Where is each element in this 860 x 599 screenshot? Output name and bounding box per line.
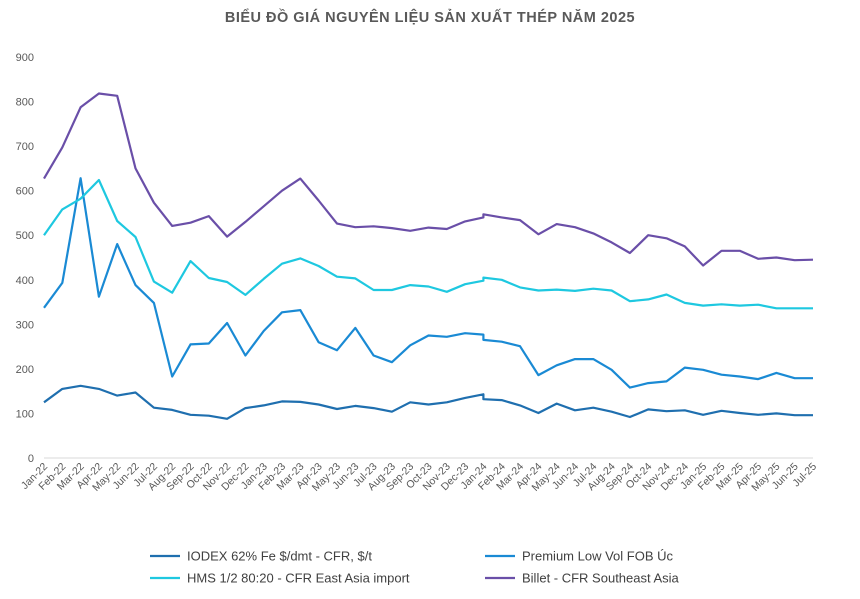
y-tick-label: 600 — [16, 186, 34, 198]
legend: IODEX 62% Fe $/dmt - CFR, $/t Premium Low… — [150, 549, 680, 586]
legend-label: Billet - CFR Southeast Asia — [522, 571, 680, 586]
series-line-3 — [43, 178, 813, 310]
y-tick-label: 100 — [16, 408, 34, 420]
series-line-2 — [43, 177, 813, 389]
legend-label: HMS 1/2 80:20 - CFR East Asia import — [187, 571, 410, 586]
y-tick-label: 700 — [16, 141, 34, 153]
x-axis: Jan-22Feb-22Mar-22Apr-22May-22Jun-22Jul-… — [19, 457, 819, 494]
chart-title: BIỂU ĐỒ GIÁ NGUYÊN LIỆU SẢN XUẤT THÉP NĂ… — [224, 10, 636, 26]
legend-label: Premium Low Vol FOB Úc — [522, 549, 673, 564]
y-tick-label: 0 — [28, 453, 34, 465]
y-tick-label: 500 — [16, 230, 34, 242]
y-tick-label: 200 — [16, 364, 34, 376]
y-tick-label: 900 — [16, 52, 34, 64]
series-line-4 — [43, 92, 814, 267]
legend-label: IODEX 62% Fe $/dmt - CFR, $/t — [187, 549, 372, 564]
y-tick-label: 300 — [16, 319, 34, 331]
series-line-1 — [43, 384, 813, 420]
y-axis: 0 100 200 300 400 500 600 700 800 900 — [16, 52, 34, 465]
y-tick-label: 800 — [16, 97, 34, 109]
series-lines — [43, 92, 814, 420]
y-tick-label: 400 — [16, 275, 34, 287]
